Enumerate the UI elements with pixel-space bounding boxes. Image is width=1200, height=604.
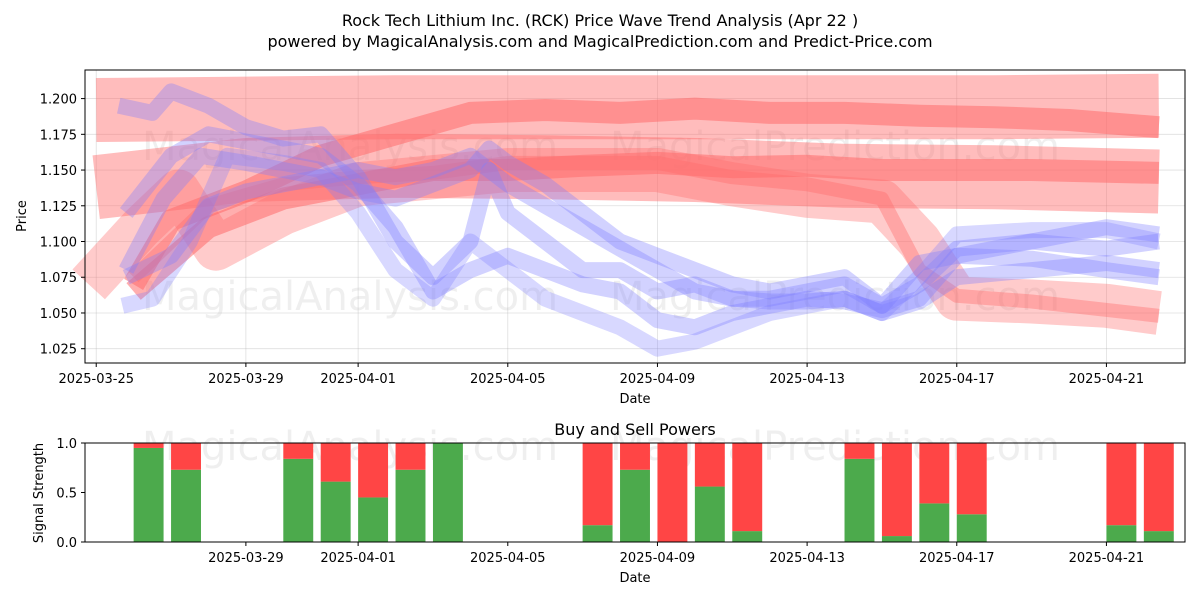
buy-bar: [283, 458, 314, 542]
buy-bar: [844, 458, 875, 542]
sell-bar: [582, 443, 613, 526]
x-tick-label: 2025-04-17: [919, 372, 995, 387]
sell-bar: [620, 443, 650, 470]
sell-bar: [171, 443, 201, 470]
sell-bar: [844, 443, 875, 459]
x-tick-label: 2025-04-17: [919, 551, 995, 566]
x-tick-label: 2025-04-09: [620, 551, 696, 566]
y-tick-label: 1.025: [40, 343, 77, 358]
x-tick-label: 2025-04-13: [769, 372, 845, 387]
buy-bar: [171, 469, 201, 542]
sell-bar: [320, 443, 351, 482]
buy-bar: [732, 531, 763, 542]
y-tick-label: 1.050: [40, 307, 77, 322]
y-tick-label: 1.100: [40, 236, 77, 251]
blue-band-5: [122, 147, 1160, 321]
y-tick-label: 1.150: [40, 164, 77, 179]
x-tick-label: 2025-04-21: [1069, 551, 1145, 566]
watermark-text: MagicalAnalysis.com: [142, 274, 558, 320]
sell-bar: [732, 443, 763, 532]
x-tick-label: 2025-03-25: [58, 372, 134, 387]
y-tick-label: 1.200: [40, 93, 77, 108]
red-band-6: [128, 155, 1160, 323]
sell-bar: [283, 443, 314, 459]
x-tick-label: 2025-04-05: [470, 372, 546, 387]
buy-bar: [881, 536, 912, 542]
x-tick-label: 2025-04-05: [470, 551, 546, 566]
buy-bar: [395, 469, 426, 542]
buy-bar: [1106, 525, 1137, 542]
sell-bar: [881, 443, 912, 537]
sell-bar: [395, 443, 426, 470]
x-tick-label: 2025-03-29: [208, 551, 284, 566]
sell-bar: [956, 443, 987, 515]
x-tick-label: 2025-04-09: [620, 372, 696, 387]
sell-bar: [694, 443, 725, 487]
red-band-4: [124, 97, 1160, 290]
signal-chart-title: Buy and Sell Powers: [554, 420, 716, 439]
chart-title-line2: powered by MagicalAnalysis.com and Magic…: [267, 32, 932, 51]
x-tick-label: 2025-03-29: [208, 372, 284, 387]
blue-band-1: [117, 83, 1160, 314]
blue-band-4: [119, 140, 1160, 314]
sell-bar: [1143, 443, 1174, 532]
price-y-axis-label: Price: [15, 200, 30, 232]
buy-bar: [320, 481, 351, 542]
sell-bar: [133, 443, 164, 448]
price-plot-frame: [84, 69, 1186, 364]
x-tick-label: 2025-04-13: [769, 551, 845, 566]
price-x-axis-label: Date: [619, 392, 650, 407]
buy-bar: [956, 514, 987, 542]
y-tick-label: 1.175: [40, 128, 77, 143]
x-tick-label: 2025-04-21: [1069, 372, 1145, 387]
y-tick-label: 1.075: [40, 271, 77, 286]
blue-band-3: [120, 147, 1161, 357]
buy-bar: [133, 447, 164, 542]
sell-bar: [919, 443, 950, 504]
red-band-5: [126, 151, 1160, 300]
sell-bar: [1106, 443, 1137, 526]
x-tick-label: 2025-04-01: [320, 372, 396, 387]
signal-x-axis-label: Date: [619, 571, 650, 586]
signal-y-axis-label: Signal Strength: [32, 443, 47, 543]
buy-bar: [919, 503, 950, 542]
buy-bar: [1143, 531, 1174, 542]
blue-band-2: [119, 126, 1160, 336]
buy-bar: [432, 443, 463, 542]
chart-title-line1: Rock Tech Lithium Inc. (RCK) Price Wave …: [342, 11, 858, 30]
sell-bar: [657, 443, 688, 542]
x-tick-label: 2025-04-01: [320, 551, 396, 566]
price-chart-panel: MagicalAnalysis.com MagicalPrediction.com…: [15, 69, 1186, 407]
signal-chart-panel: Buy and Sell Powers MagicalAnalysis.comM…: [32, 420, 1186, 586]
sell-bar: [358, 443, 389, 498]
buy-bar: [582, 525, 613, 542]
y-tick-label: 0.5: [56, 487, 77, 502]
y-tick-label: 0.0: [56, 536, 77, 551]
y-tick-label: 1.125: [40, 200, 77, 215]
buy-bar: [358, 497, 389, 542]
watermark-text: MagicalPrediction.com: [610, 274, 1060, 320]
buy-bar: [694, 486, 725, 542]
buy-bar: [620, 469, 650, 542]
y-tick-label: 1.0: [56, 437, 77, 452]
